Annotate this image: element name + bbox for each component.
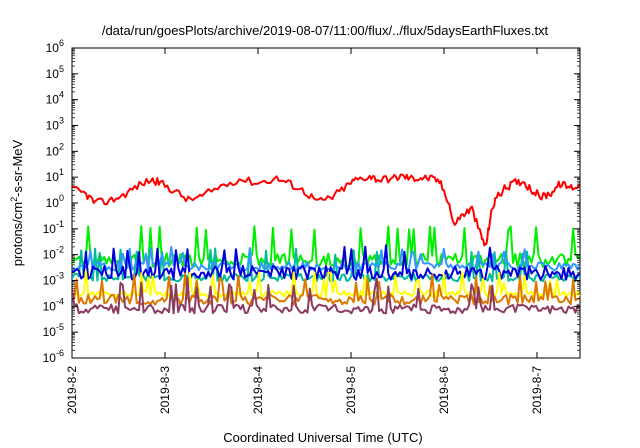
y-tick-label: 102 [46,141,64,158]
y-tick-label: 106 [46,38,64,55]
y-tick-label: 10-5 [43,322,64,339]
y-tick-label: 10-3 [43,271,64,288]
series-line-7 [72,277,580,315]
series-line-6 [72,272,580,306]
series-layer [72,173,580,315]
y-tick-label: 101 [46,167,64,184]
y-axis: 10-6 10-5 10-4 10-3 10-2 10-1 100 101 102 103 104 1… [43,38,580,365]
x-tick-label: 2019-8-3 [158,366,172,414]
x-tick-label: 2019-8-6 [437,366,451,414]
x-axis-label: Coordinated Universal Time (UTC) [223,430,422,445]
series-line-2 [72,247,580,283]
x-tick-label: 2019-8-7 [530,366,544,414]
y-tick-label: 105 [46,64,64,81]
x-tick-label: 2019-8-4 [251,366,265,414]
series-line-4 [72,244,580,281]
x-tick-label: 2019-8-2 [65,366,79,414]
series-line-0 [72,173,580,247]
chart-title: /data/run/goesPlots/archive/2019-08-07/1… [102,23,549,38]
y-tick-label: 10-4 [43,296,64,313]
y-tick-label: 103 [46,116,64,133]
y-tick-label: 10-6 [43,348,64,365]
y-tick-label: 10-1 [43,219,64,236]
y-tick-label: 104 [46,90,64,107]
series-line-5 [72,270,580,299]
x-axis: 2019-8-2 2019-8-3 2019-8-4 2019-8-5 2019-8-6… [65,48,544,414]
y-tick-label: 10-2 [43,245,64,262]
x-tick-label: 2019-8-5 [344,366,358,414]
y-axis-label: protons/cm2-s-sr-MeV [9,139,25,266]
y-tick-label: 100 [46,193,64,210]
